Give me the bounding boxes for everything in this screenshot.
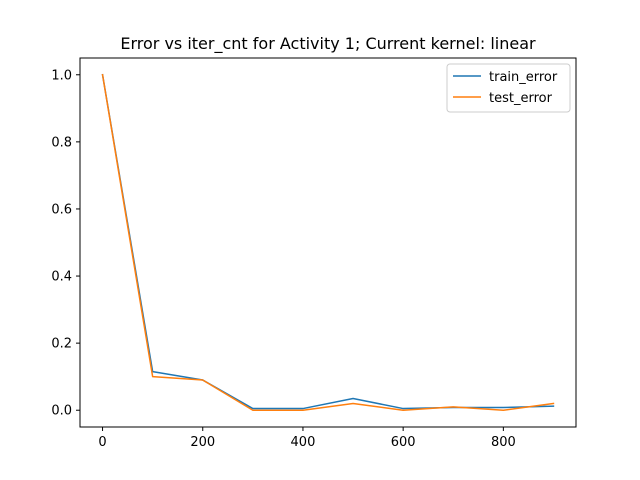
y-tick-label: 0.6 [51, 202, 72, 217]
legend-label: train_error [489, 70, 558, 85]
x-tick-label: 400 [291, 435, 316, 450]
x-tick-label: 200 [190, 435, 215, 450]
chart-title: Error vs iter_cnt for Activity 1; Curren… [120, 34, 536, 54]
x-tick-label: 0 [98, 435, 106, 450]
x-tick-label: 800 [491, 435, 516, 450]
x-tick-label: 600 [391, 435, 416, 450]
y-axis-ticks: 0.0 0.2 0.4 0.6 0.8 1.0 [51, 68, 80, 419]
series-line-train-error [101, 73, 555, 410]
plot-series [101, 73, 555, 411]
y-tick-label: 0.8 [51, 135, 72, 150]
legend: train_error test_error [446, 63, 571, 113]
plot-frame [79, 57, 577, 428]
legend-label: test_error [489, 91, 553, 106]
series-line-test-error [101, 73, 555, 411]
y-tick-label: 1.0 [51, 68, 72, 83]
y-tick-label: 0.4 [51, 270, 72, 285]
y-tick-label: 0.2 [51, 337, 72, 352]
x-axis-ticks: 0 200 400 600 800 [98, 427, 516, 450]
y-tick-label: 0.0 [51, 404, 72, 419]
